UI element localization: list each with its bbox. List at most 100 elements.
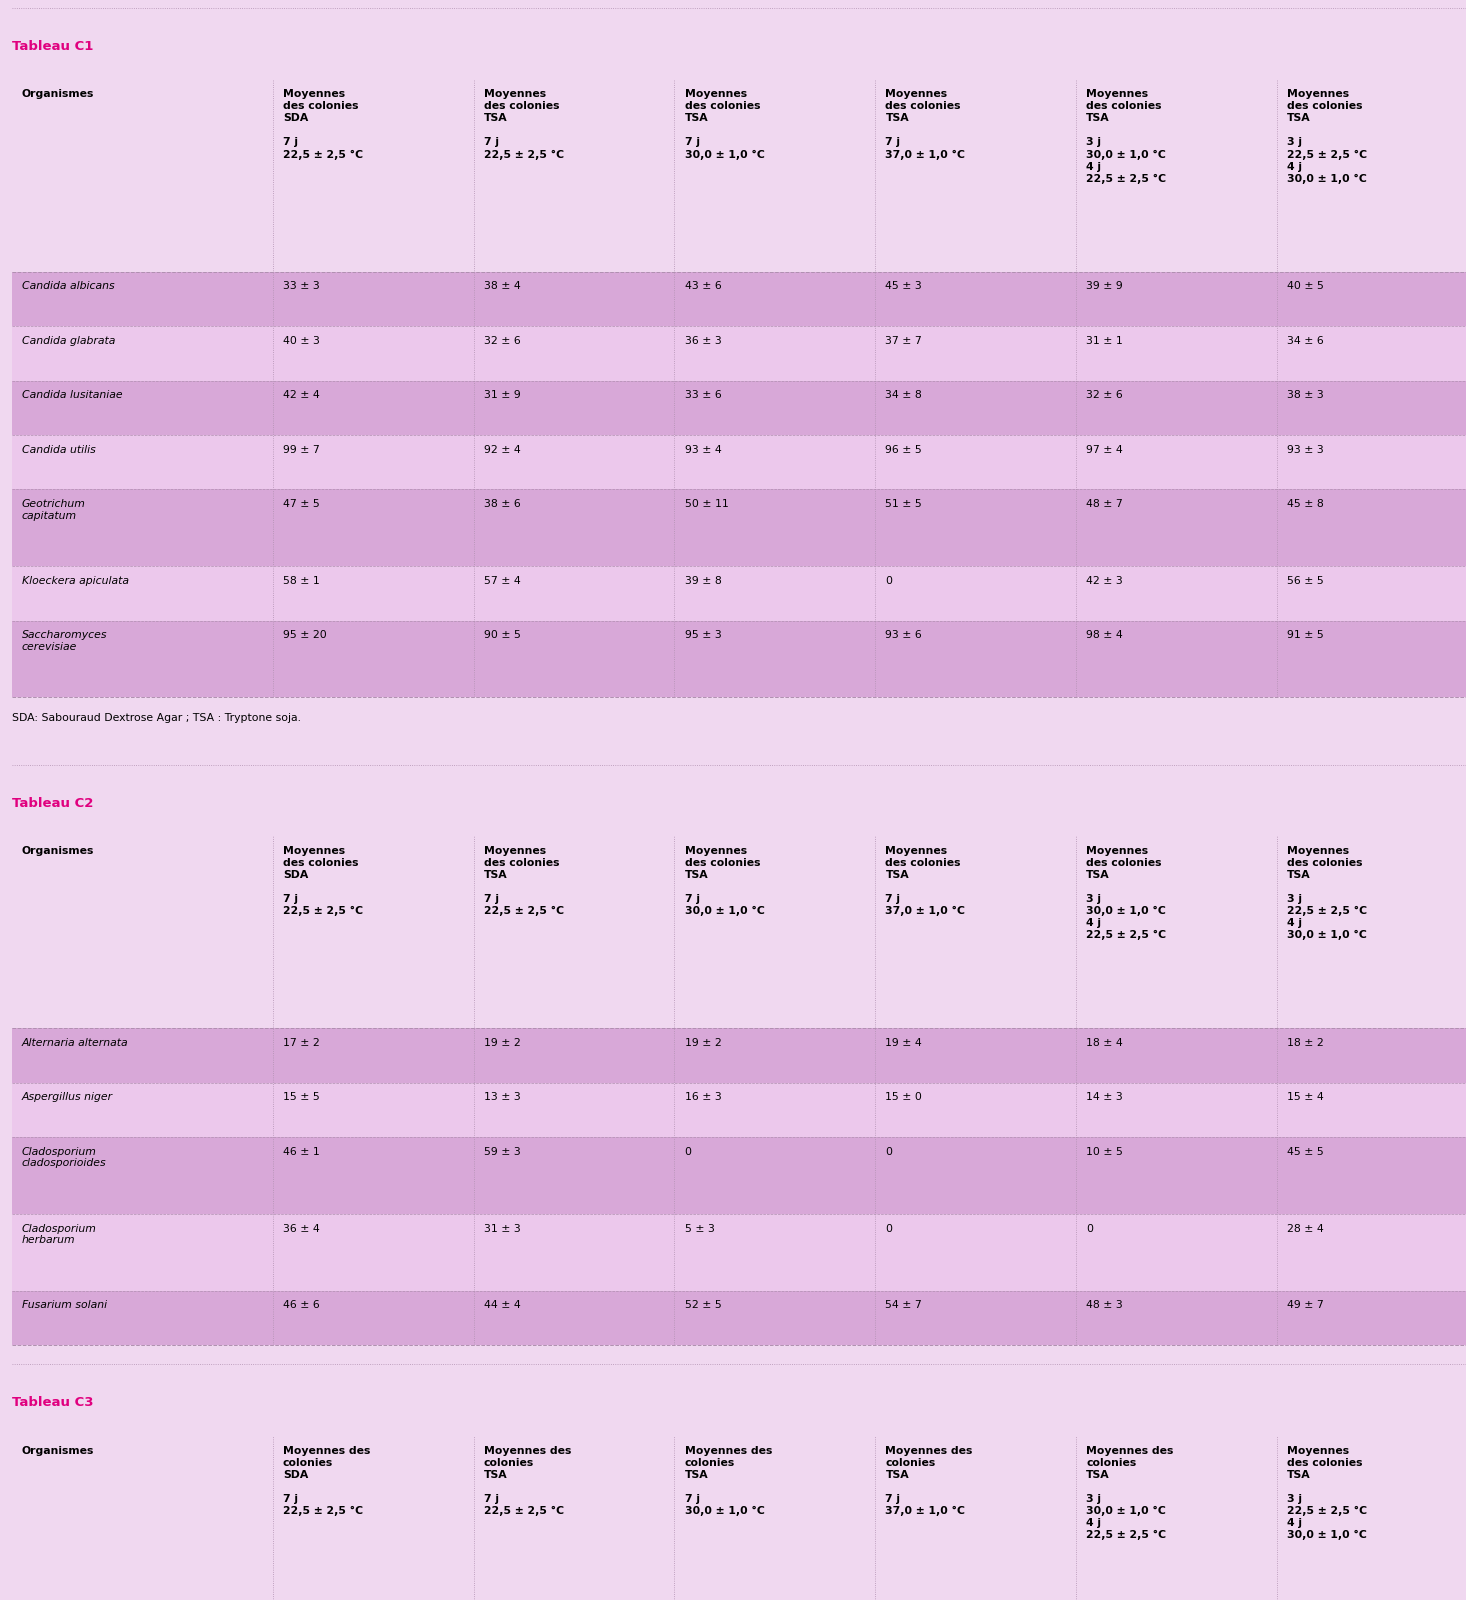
Text: 59 ± 3: 59 ± 3 (484, 1147, 520, 1157)
Bar (12, 1437, 1466, 1600)
Text: 99 ± 7: 99 ± 7 (283, 445, 320, 454)
Text: 45 ± 5: 45 ± 5 (1287, 1147, 1324, 1157)
Text: 0: 0 (885, 1224, 893, 1234)
Text: 45 ± 8: 45 ± 8 (1287, 499, 1324, 509)
Text: Organismes: Organismes (22, 1446, 94, 1456)
Text: Candida glabrata: Candida glabrata (22, 336, 116, 346)
Text: 0: 0 (685, 1147, 692, 1157)
Text: 0: 0 (1086, 1224, 1094, 1234)
Text: 46 ± 6: 46 ± 6 (283, 1301, 320, 1310)
Text: Moyennes
des colonies
TSA

3 j
22,5 ± 2,5 °C
4 j
30,0 ± 1,0 °C: Moyennes des colonies TSA 3 j 22,5 ± 2,5… (1287, 90, 1368, 184)
Text: 0: 0 (885, 1147, 893, 1157)
Bar (12, 381, 1466, 435)
Text: 15 ± 0: 15 ± 0 (885, 1093, 922, 1102)
Text: Candida lusitaniae: Candida lusitaniae (22, 390, 123, 400)
Text: Moyennes
des colonies
TSA

7 j
22,5 ± 2,5 °C: Moyennes des colonies TSA 7 j 22,5 ± 2,5… (484, 846, 564, 917)
Text: 34 ± 6: 34 ± 6 (1287, 336, 1324, 346)
Text: 52 ± 5: 52 ± 5 (685, 1301, 721, 1310)
Text: 28 ± 4: 28 ± 4 (1287, 1224, 1324, 1234)
Text: Cladosporium
cladosporioides: Cladosporium cladosporioides (22, 1147, 107, 1168)
Text: Organismes: Organismes (22, 846, 94, 856)
Text: 57 ± 4: 57 ± 4 (484, 576, 520, 586)
Text: 39 ± 8: 39 ± 8 (685, 576, 721, 586)
Text: 40 ± 5: 40 ± 5 (1287, 282, 1324, 291)
Text: 51 ± 5: 51 ± 5 (885, 499, 922, 509)
Text: Moyennes
des colonies
TSA

7 j
37,0 ± 1,0 °C: Moyennes des colonies TSA 7 j 37,0 ± 1,0… (885, 846, 966, 917)
Text: 37 ± 7: 37 ± 7 (885, 336, 922, 346)
Text: 38 ± 3: 38 ± 3 (1287, 390, 1324, 400)
Bar (12, 1138, 1466, 1214)
Text: Moyennes
des colonies
TSA

3 j
30,0 ± 1,0 °C
4 j
22,5 ± 2,5 °C: Moyennes des colonies TSA 3 j 30,0 ± 1,0… (1086, 90, 1167, 184)
Text: Moyennes
des colonies
TSA

7 j
37,0 ± 1,0 °C: Moyennes des colonies TSA 7 j 37,0 ± 1,0… (885, 90, 966, 160)
Text: Cladosporium
herbarum: Cladosporium herbarum (22, 1224, 97, 1245)
Text: 33 ± 3: 33 ± 3 (283, 282, 320, 291)
Text: 92 ± 4: 92 ± 4 (484, 445, 520, 454)
Text: Moyennes
des colonies
TSA

3 j
22,5 ± 2,5 °C
4 j
30,0 ± 1,0 °C: Moyennes des colonies TSA 3 j 22,5 ± 2,5… (1287, 846, 1368, 941)
Bar (12, 326, 1466, 381)
Bar (12, 435, 1466, 490)
Text: 96 ± 5: 96 ± 5 (885, 445, 922, 454)
Text: Candida albicans: Candida albicans (22, 282, 114, 291)
Text: 39 ± 9: 39 ± 9 (1086, 282, 1123, 291)
Text: 32 ± 6: 32 ± 6 (484, 336, 520, 346)
Bar (12, 566, 1466, 621)
Text: 14 ± 3: 14 ± 3 (1086, 1093, 1123, 1102)
Text: 33 ± 6: 33 ± 6 (685, 390, 721, 400)
Bar (12, 490, 1466, 566)
Text: Kloeckera apiculata: Kloeckera apiculata (22, 576, 129, 586)
Text: 47 ± 5: 47 ± 5 (283, 499, 320, 509)
Text: Geotrichum
capitatum: Geotrichum capitatum (22, 499, 86, 520)
Text: 43 ± 6: 43 ± 6 (685, 282, 721, 291)
Text: 93 ± 6: 93 ± 6 (885, 630, 922, 640)
Text: 56 ± 5: 56 ± 5 (1287, 576, 1324, 586)
Text: Moyennes des
colonies
TSA

7 j
30,0 ± 1,0 °C: Moyennes des colonies TSA 7 j 30,0 ± 1,0… (685, 1446, 773, 1515)
Text: Fusarium solani: Fusarium solani (22, 1301, 107, 1310)
Bar (12, 1029, 1466, 1083)
Text: 16 ± 3: 16 ± 3 (685, 1093, 721, 1102)
Text: 19 ± 2: 19 ± 2 (685, 1038, 721, 1048)
Text: 18 ± 2: 18 ± 2 (1287, 1038, 1324, 1048)
Text: 18 ± 4: 18 ± 4 (1086, 1038, 1123, 1048)
Bar (12, 272, 1466, 326)
Text: 42 ± 3: 42 ± 3 (1086, 576, 1123, 586)
Text: 97 ± 4: 97 ± 4 (1086, 445, 1123, 454)
Text: 58 ± 1: 58 ± 1 (283, 576, 320, 586)
Text: Moyennes
des colonies
TSA

7 j
22,5 ± 2,5 °C: Moyennes des colonies TSA 7 j 22,5 ± 2,5… (484, 90, 564, 160)
Text: 34 ± 8: 34 ± 8 (885, 390, 922, 400)
Text: 15 ± 5: 15 ± 5 (283, 1093, 320, 1102)
Text: 19 ± 2: 19 ± 2 (484, 1038, 520, 1048)
Text: 48 ± 7: 48 ± 7 (1086, 499, 1123, 509)
Text: Moyennes
des colonies
TSA

3 j
22,5 ± 2,5 °C
4 j
30,0 ± 1,0 °C: Moyennes des colonies TSA 3 j 22,5 ± 2,5… (1287, 1446, 1368, 1541)
Text: 42 ± 4: 42 ± 4 (283, 390, 320, 400)
Text: 54 ± 7: 54 ± 7 (885, 1301, 922, 1310)
Text: Moyennes
des colonies
SDA

7 j
22,5 ± 2,5 °C: Moyennes des colonies SDA 7 j 22,5 ± 2,5… (283, 90, 364, 160)
Text: 48 ± 3: 48 ± 3 (1086, 1301, 1123, 1310)
Bar (12, 837, 1466, 1029)
Text: Aspergillus niger: Aspergillus niger (22, 1093, 113, 1102)
Text: Moyennes
des colonies
SDA

7 j
22,5 ± 2,5 °C: Moyennes des colonies SDA 7 j 22,5 ± 2,5… (283, 846, 364, 917)
Text: 5 ± 3: 5 ± 3 (685, 1224, 714, 1234)
Text: 95 ± 3: 95 ± 3 (685, 630, 721, 640)
Text: 93 ± 4: 93 ± 4 (685, 445, 721, 454)
Text: Moyennes
des colonies
TSA

7 j
30,0 ± 1,0 °C: Moyennes des colonies TSA 7 j 30,0 ± 1,0… (685, 90, 764, 160)
Text: 49 ± 7: 49 ± 7 (1287, 1301, 1324, 1310)
Text: 31 ± 3: 31 ± 3 (484, 1224, 520, 1234)
Text: 19 ± 4: 19 ± 4 (885, 1038, 922, 1048)
Text: 15 ± 4: 15 ± 4 (1287, 1093, 1324, 1102)
Bar (12, 1214, 1466, 1291)
Text: 38 ± 4: 38 ± 4 (484, 282, 520, 291)
Text: 45 ± 3: 45 ± 3 (885, 282, 922, 291)
Text: Tableau C3: Tableau C3 (12, 1397, 94, 1410)
Text: Moyennes des
colonies
TSA

7 j
37,0 ± 1,0 °C: Moyennes des colonies TSA 7 j 37,0 ± 1,0… (885, 1446, 973, 1515)
Text: 0: 0 (885, 576, 893, 586)
Text: Organismes: Organismes (22, 90, 94, 99)
Text: 95 ± 20: 95 ± 20 (283, 630, 327, 640)
Text: 32 ± 6: 32 ± 6 (1086, 390, 1123, 400)
Text: 36 ± 4: 36 ± 4 (283, 1224, 320, 1234)
Text: 13 ± 3: 13 ± 3 (484, 1093, 520, 1102)
Text: Alternaria alternata: Alternaria alternata (22, 1038, 129, 1048)
Text: 93 ± 3: 93 ± 3 (1287, 445, 1324, 454)
Text: Moyennes
des colonies
TSA

3 j
30,0 ± 1,0 °C
4 j
22,5 ± 2,5 °C: Moyennes des colonies TSA 3 j 30,0 ± 1,0… (1086, 846, 1167, 941)
Text: Moyennes
des colonies
TSA

7 j
30,0 ± 1,0 °C: Moyennes des colonies TSA 7 j 30,0 ± 1,0… (685, 846, 764, 917)
Text: 46 ± 1: 46 ± 1 (283, 1147, 320, 1157)
